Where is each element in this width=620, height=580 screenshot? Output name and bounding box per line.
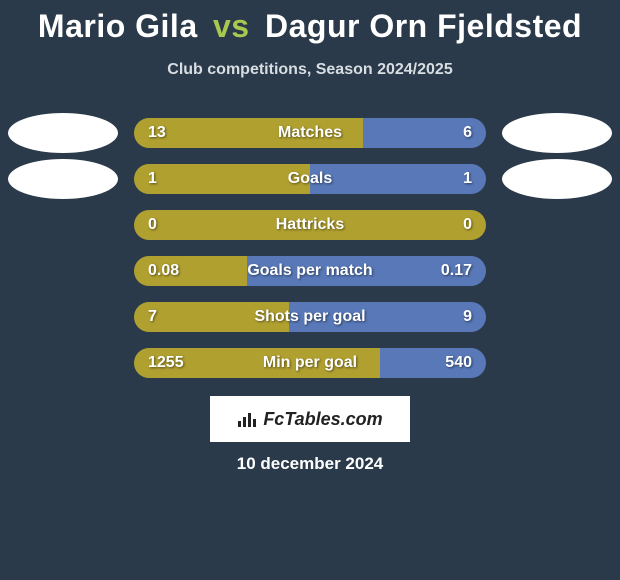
stat-row: 11Goals	[0, 156, 620, 202]
player1-bar	[134, 256, 247, 286]
stat-row: 0.080.17Goals per match	[0, 248, 620, 294]
player2-avatar	[502, 113, 612, 153]
player1-bar	[134, 118, 363, 148]
stat-bar: 136Matches	[134, 118, 486, 148]
stat-bar: 79Shots per goal	[134, 302, 486, 332]
player1-bar	[134, 164, 310, 194]
stat-row: 136Matches	[0, 110, 620, 156]
stat-bar: 1255540Min per goal	[134, 348, 486, 378]
player2-name: Dagur Orn Fjeldsted	[265, 8, 582, 44]
player2-avatar	[502, 159, 612, 199]
vs-text: vs	[213, 8, 250, 44]
player1-bar	[134, 302, 289, 332]
branding-badge: FcTables.com	[210, 396, 410, 442]
page-title: Mario Gila vs Dagur Orn Fjeldsted	[0, 0, 620, 45]
comparison-infographic: Mario Gila vs Dagur Orn Fjeldsted Club c…	[0, 0, 620, 580]
stat-bar: 00Hattricks	[134, 210, 486, 240]
player2-bar	[380, 348, 486, 378]
player1-name: Mario Gila	[38, 8, 198, 44]
player1-avatar	[8, 113, 118, 153]
date-text: 10 december 2024	[0, 454, 620, 474]
player2-bar	[247, 256, 486, 286]
player1-avatar	[8, 159, 118, 199]
player2-bar	[363, 118, 486, 148]
chart-icon	[237, 411, 259, 427]
player1-bar	[134, 210, 486, 240]
branding-text: FcTables.com	[263, 409, 382, 430]
player2-bar	[310, 164, 486, 194]
stat-row: 1255540Min per goal	[0, 340, 620, 386]
player2-bar	[289, 302, 486, 332]
stat-bar: 11Goals	[134, 164, 486, 194]
stat-row: 00Hattricks	[0, 202, 620, 248]
player1-bar	[134, 348, 380, 378]
stat-bar: 0.080.17Goals per match	[134, 256, 486, 286]
stat-rows: 136Matches 11Goals 00Hattricks 0.080.17Goal…	[0, 110, 620, 386]
subtitle: Club competitions, Season 2024/2025	[0, 61, 620, 79]
stat-row: 79Shots per goal	[0, 294, 620, 340]
